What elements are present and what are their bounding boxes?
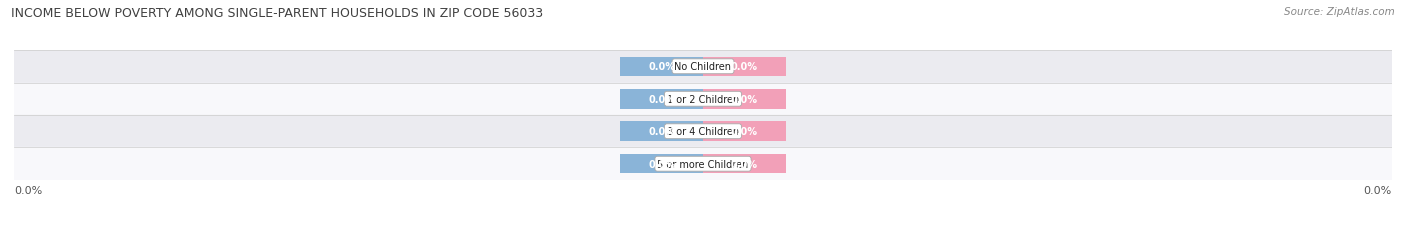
- Text: 0.0%: 0.0%: [731, 62, 758, 72]
- Text: 5 or more Children: 5 or more Children: [658, 159, 748, 169]
- Bar: [703, 90, 786, 109]
- Bar: [14, 83, 1392, 116]
- Bar: [620, 90, 703, 109]
- Text: 0.0%: 0.0%: [648, 94, 675, 104]
- Text: 0.0%: 0.0%: [731, 127, 758, 137]
- Text: 1 or 2 Children: 1 or 2 Children: [666, 94, 740, 104]
- Text: Source: ZipAtlas.com: Source: ZipAtlas.com: [1284, 7, 1395, 17]
- Text: 0.0%: 0.0%: [648, 127, 675, 137]
- Text: No Children: No Children: [675, 62, 731, 72]
- Text: 0.0%: 0.0%: [731, 159, 758, 169]
- Bar: [620, 57, 703, 77]
- Text: 3 or 4 Children: 3 or 4 Children: [666, 127, 740, 137]
- Text: 0.0%: 0.0%: [648, 159, 675, 169]
- Bar: [703, 154, 786, 174]
- Bar: [620, 122, 703, 141]
- Text: 0.0%: 0.0%: [648, 62, 675, 72]
- Bar: [14, 148, 1392, 180]
- Bar: [14, 116, 1392, 148]
- Bar: [703, 57, 786, 77]
- Text: 0.0%: 0.0%: [731, 94, 758, 104]
- Bar: [620, 154, 703, 174]
- Text: INCOME BELOW POVERTY AMONG SINGLE-PARENT HOUSEHOLDS IN ZIP CODE 56033: INCOME BELOW POVERTY AMONG SINGLE-PARENT…: [11, 7, 543, 20]
- Text: 0.0%: 0.0%: [14, 185, 42, 195]
- Bar: [14, 51, 1392, 83]
- Text: 0.0%: 0.0%: [1364, 185, 1392, 195]
- Bar: [703, 122, 786, 141]
